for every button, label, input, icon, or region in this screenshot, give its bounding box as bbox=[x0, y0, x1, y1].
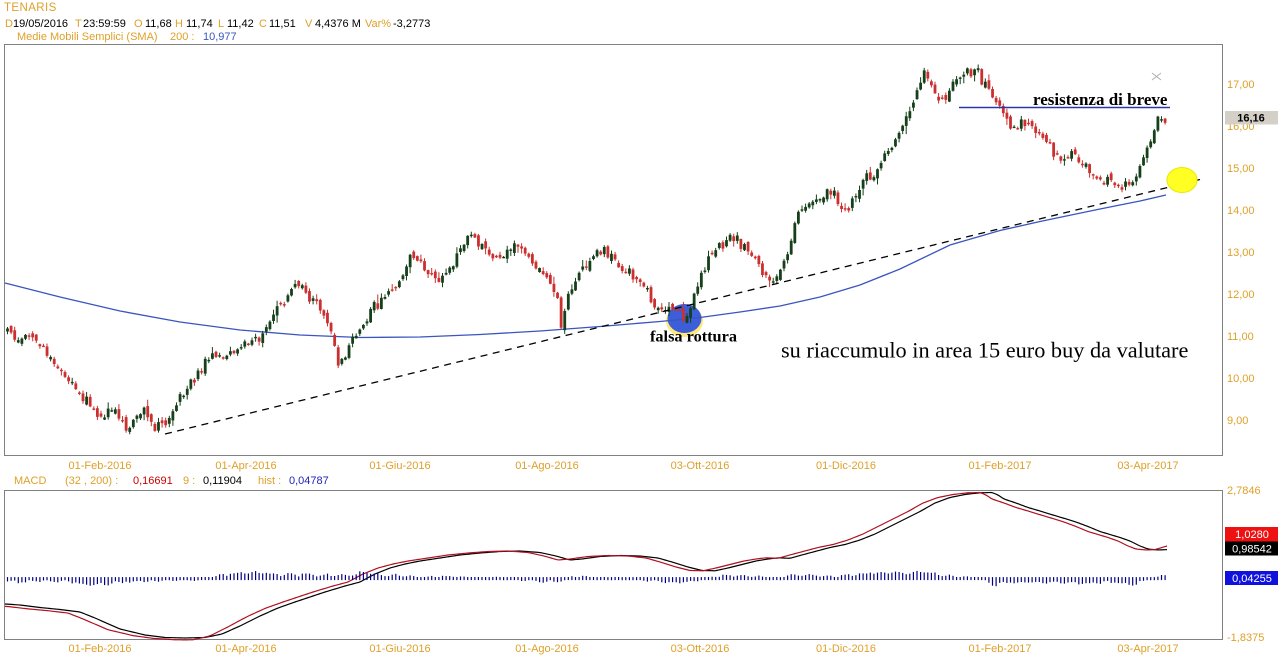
svg-text:0,98542: 0,98542 bbox=[1232, 544, 1272, 556]
svg-text:01-Apr-2016: 01-Apr-2016 bbox=[215, 643, 276, 655]
svg-text:14,00: 14,00 bbox=[1227, 205, 1255, 217]
svg-text:10,00: 10,00 bbox=[1227, 373, 1255, 385]
svg-text:03-Ott-2016: 03-Ott-2016 bbox=[671, 460, 730, 472]
svg-text:03-Apr-2017: 03-Apr-2017 bbox=[1117, 460, 1178, 472]
svg-text:12,00: 12,00 bbox=[1227, 289, 1255, 301]
svg-text:03-Apr-2017: 03-Apr-2017 bbox=[1117, 643, 1178, 655]
svg-text:1,0280: 1,0280 bbox=[1235, 529, 1269, 541]
svg-text:01-Ago-2016: 01-Ago-2016 bbox=[515, 460, 579, 472]
svg-text:su riaccumulo in area 15 euro: su riaccumulo in area 15 euro buy da val… bbox=[781, 338, 1188, 363]
svg-text:falsa rottura: falsa rottura bbox=[650, 327, 737, 346]
svg-text:01-Giu-2016: 01-Giu-2016 bbox=[369, 460, 430, 472]
svg-text:17,00: 17,00 bbox=[1227, 79, 1255, 91]
svg-text:03-Ott-2016: 03-Ott-2016 bbox=[671, 643, 730, 655]
svg-text:01-Giu-2016: 01-Giu-2016 bbox=[369, 643, 430, 655]
svg-text:01-Feb-2017: 01-Feb-2017 bbox=[969, 460, 1032, 472]
svg-text:13,00: 13,00 bbox=[1227, 247, 1255, 259]
svg-text:9,00: 9,00 bbox=[1227, 415, 1248, 427]
svg-text:15,00: 15,00 bbox=[1227, 163, 1255, 175]
svg-text:01-Dic-2016: 01-Dic-2016 bbox=[816, 643, 876, 655]
svg-text:0,04255: 0,04255 bbox=[1232, 573, 1272, 585]
svg-text:01-Ago-2016: 01-Ago-2016 bbox=[515, 643, 579, 655]
svg-text:resistenza di breve: resistenza di breve bbox=[1033, 90, 1168, 109]
svg-text:-1,8375: -1,8375 bbox=[1227, 632, 1264, 644]
svg-text:01-Apr-2016: 01-Apr-2016 bbox=[215, 460, 276, 472]
svg-text:01-Dic-2016: 01-Dic-2016 bbox=[816, 460, 876, 472]
svg-text:11,00: 11,00 bbox=[1227, 331, 1254, 343]
svg-text:01-Feb-2017: 01-Feb-2017 bbox=[969, 643, 1032, 655]
svg-text:01-Feb-2016: 01-Feb-2016 bbox=[69, 460, 132, 472]
svg-text:01-Feb-2016: 01-Feb-2016 bbox=[69, 643, 132, 655]
svg-text:2,7846: 2,7846 bbox=[1227, 485, 1261, 497]
svg-text:16,16: 16,16 bbox=[1237, 113, 1265, 125]
